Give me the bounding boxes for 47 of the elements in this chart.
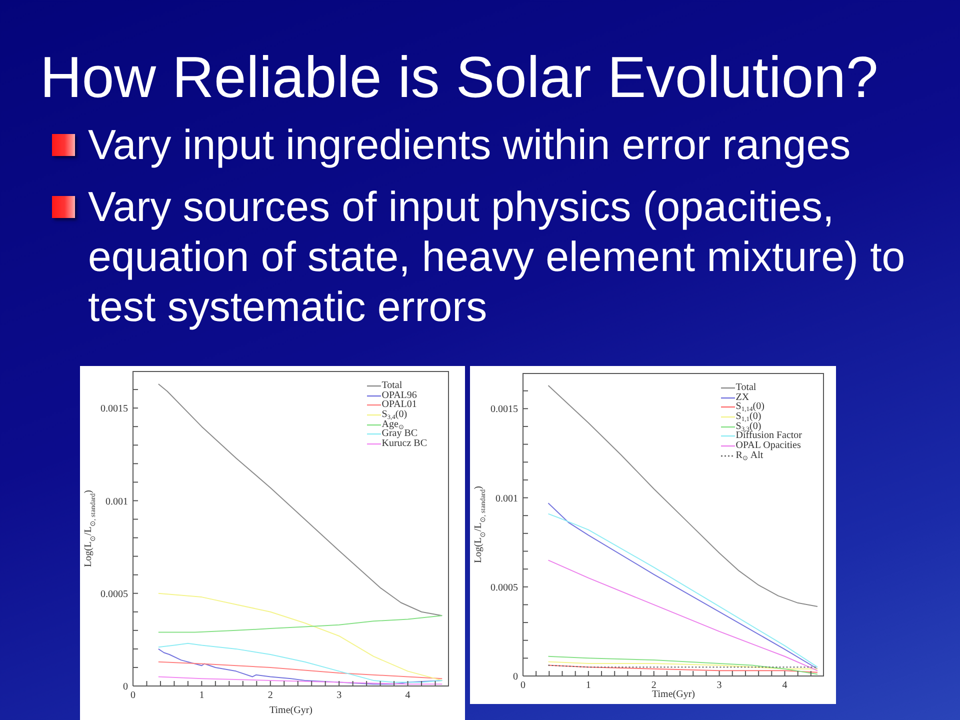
x-tick-label: 4 [782, 680, 788, 692]
legend-label: ZX [736, 392, 750, 403]
line-series [548, 656, 818, 675]
line-series [158, 592, 443, 681]
legend-label: S$_{3,4}$(0) [382, 409, 408, 422]
x-tick-label: 3 [336, 690, 342, 702]
x-tick-label: 1 [199, 690, 204, 702]
legend-label: Gray BC [382, 428, 418, 440]
x-tick-label: 1 [586, 680, 591, 692]
line-series [158, 676, 443, 685]
line-series [548, 560, 818, 672]
text: Vary input ingredients within error ranges [88, 121, 851, 168]
line-series [548, 384, 818, 607]
legend-label: R$_{⊙}$ Alt [736, 450, 764, 462]
x-axis-title: Time(Gyr) [270, 705, 312, 716]
x-tick-label: 3 [716, 680, 722, 692]
y-tick-label: 0.0005 [490, 582, 518, 594]
legend-label: Kurucz BC [382, 438, 427, 450]
y-tick-label: 0.001 [496, 493, 518, 504]
y-tick-label: 0 [513, 672, 518, 683]
legend-label: Diffusion Factor [736, 430, 802, 442]
line-series [158, 642, 443, 683]
legend-label: Total [736, 382, 756, 393]
x-tick-label: 0 [130, 690, 136, 702]
x-tick-label: 2 [651, 680, 656, 692]
y-tick-label: 0.0015 [100, 404, 128, 415]
legend-label: Total [382, 380, 402, 391]
y-tick-label: 0.001 [106, 496, 128, 508]
line-series [158, 615, 443, 633]
text: How Reliable is Solar Evolution? [40, 44, 878, 111]
legend-label: OPAL96 [382, 390, 417, 401]
line-series [158, 383, 443, 616]
legend-label: OPAL01 [382, 399, 417, 410]
x-tick-label: 2 [268, 690, 273, 702]
line-series [548, 661, 818, 670]
x-axis-title: Time(Gyr) [652, 689, 695, 700]
line-series [158, 661, 443, 680]
legend-label: Age$_{⊙}$ [382, 418, 404, 431]
x-tick-label: 0 [520, 680, 526, 692]
y-tick-label: 0.0005 [100, 588, 128, 600]
legend-label: OPAL Opacities [736, 440, 801, 452]
x-tick-label: 4 [405, 690, 410, 702]
legend-label: S$_{1,14}$(0) [736, 401, 764, 414]
line-series [548, 664, 818, 673]
y-tick-label: 0.0015 [490, 404, 518, 416]
legend-label: S$_{1,1}$(0) [736, 411, 762, 424]
text: Vary sources of input physics (opacities, equation of state, heavy element mixture) to test systematic errors [88, 183, 906, 330]
